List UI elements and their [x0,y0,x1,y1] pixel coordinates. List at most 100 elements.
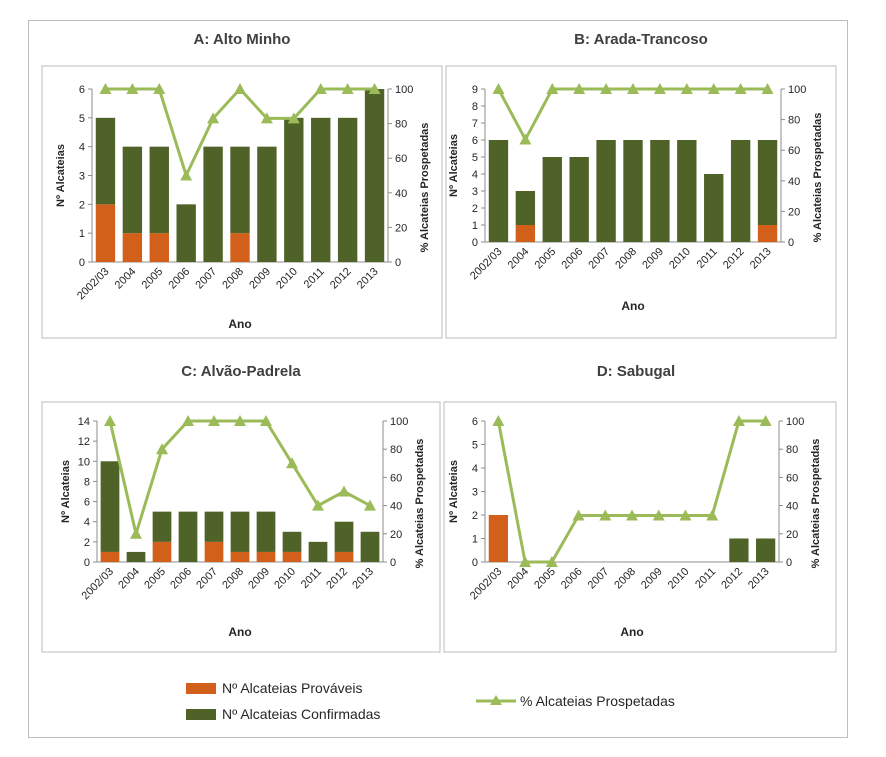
chart-c-bar-provaveis [152,541,172,562]
chart-d-point-prospetadas [679,509,692,521]
chart-d-xlabel: Ano [620,625,643,639]
legend-label-confirmadas: Nº Alcateias Confirmadas [222,706,380,722]
chart-a-ytick-label: 1 [79,228,85,240]
chart-b-xtick-label: 2010 [667,246,693,272]
chart-b-bar-provaveis [515,225,536,242]
chart-c-point-prospetadas [312,499,324,511]
chart-d-xtick-label: 2010 [666,566,692,592]
chart-c-bar-provaveis [204,541,224,562]
chart-a-xtick-label: 2008 [220,266,246,292]
chart-d-ytick-label: 0 [472,557,478,569]
chart-a-ytick-label: 5 [79,113,85,125]
legend-swatch-provaveis [186,683,216,694]
chart-d-point-prospetadas [572,509,585,521]
chart-b-y2tick-label: 60 [788,145,800,157]
chart-a-y2tick-label: 40 [395,188,407,200]
chart-a-y2tick-label: 60 [395,153,407,165]
chart-d-bar-confirmadas [729,538,749,562]
chart-b-y2tick-label: 100 [788,84,806,96]
chart-c-y2label: % Alcateias Prospetadas [414,439,426,569]
chart-c-xtick-label: 2008 [220,566,246,592]
chart-c-xtick-label: 2011 [299,566,324,591]
chart-b-xtick-label: 2009 [640,246,666,272]
chart-b-bar-confirmadas [650,140,670,242]
chart-c-title: C: Alvão-Padrela [181,363,301,380]
chart-a-y2tick-label: 20 [395,222,407,234]
chart-c-point-prospetadas [260,415,272,426]
chart-b-line-prospetadas [497,87,768,143]
chart-c-xtick-label: 2013 [350,566,376,592]
chart-b-ytick-label: 0 [472,237,478,249]
chart-b-xtick-label: 2004 [506,246,532,272]
chart-c-bar-provaveis [282,551,302,562]
chart-b-point-prospetadas [627,83,639,94]
chart-b-point-prospetadas [546,83,559,94]
chart-a-bar-confirmadas [284,117,304,262]
chart-d-line-prospetadas [496,419,766,564]
chart-a-point-prospetadas [260,112,273,124]
chart-c-point-prospetadas [156,443,168,455]
chart-c-ytick-label: 2 [84,537,90,549]
chart-a-xtick-label: 2005 [140,266,166,292]
chart-a-bar-confirmadas [122,146,143,234]
chart-d-ytick-label: 2 [472,510,478,522]
chart-b-ytick-label: 4 [472,169,478,181]
chart-c-ytick-label: 10 [78,456,90,468]
chart-c-ylabel: Nº Alcateias [60,460,72,523]
chart-c-bar-confirmadas [100,461,120,552]
chart-b-bar-confirmadas [515,191,536,225]
chart-b-ytick-label: 1 [472,220,478,232]
chart-d-point-prospetadas [626,509,638,521]
chart-b-bar-confirmadas [542,157,562,242]
chart-a-y2label: % Alcateias Prospetadas [419,123,431,253]
figure-frame [28,20,848,738]
chart-c-xtick-label: 2007 [194,566,220,592]
chart-d-xtick-label: 2011 [693,566,718,591]
chart-d-point-prospetadas [492,415,505,426]
chart-c-point-prospetadas [234,415,246,426]
chart-a-bar-confirmadas [95,117,116,205]
chart-c-bar-confirmadas [230,511,250,552]
chart-c-bar-confirmadas [360,531,380,562]
chart-b-bar-confirmadas [623,140,643,242]
chart-a-y2tick-label: 0 [395,257,401,269]
chart-c-y2tick-label: 100 [390,416,408,428]
chart-b-bar-confirmadas [730,140,751,242]
chart-d-point-prospetadas [652,509,665,521]
chart-b-ytick-label: 5 [472,152,478,164]
chart-a-point-prospetadas [99,83,112,94]
chart-b-title: B: Arada-Trancoso [574,31,708,48]
chart-c-xtick-label: 2012 [324,566,350,592]
chart-b-bar-confirmadas [757,140,778,225]
chart-b-point-prospetadas [600,83,613,94]
chart-d-point-prospetadas [599,509,612,521]
chart-a-bar-provaveis [95,204,116,262]
chart-d-xtick-label: 2006 [559,566,585,592]
chart-a-bar-confirmadas [149,146,169,234]
legend-swatch-confirmadas [186,709,216,720]
chart-a-bar-confirmadas [257,146,277,262]
chart-c-bar-confirmadas [126,551,146,562]
chart-c-ytick-label: 8 [84,476,90,488]
chart-a-point-prospetadas [207,112,220,124]
chart-c-point-prospetadas [338,485,350,497]
chart-d-ytick-label: 5 [472,440,478,452]
chart-d-ytick-label: 4 [472,463,478,475]
chart-c-y2tick-label: 0 [390,557,396,569]
chart-c-y2tick-label: 40 [390,501,402,513]
chart-a-point-prospetadas [126,83,139,94]
chart-d-xtick-label: 2013 [746,566,772,592]
legend-marker-prospetadas [490,695,502,705]
chart-b-bar-confirmadas [677,140,697,242]
chart-c-bar-confirmadas [178,511,198,562]
chart-a-point-prospetadas [341,83,354,94]
chart-d-bar-confirmadas [756,538,776,562]
chart-a-point-prospetadas [314,83,327,94]
chart-c-bar-confirmadas [256,511,276,552]
chart-a-bar-confirmadas [176,204,196,262]
chart-d-y2tick-label: 100 [786,416,804,428]
chart-d-y2tick-label: 80 [786,444,798,456]
chart-a-point-prospetadas [287,112,300,124]
